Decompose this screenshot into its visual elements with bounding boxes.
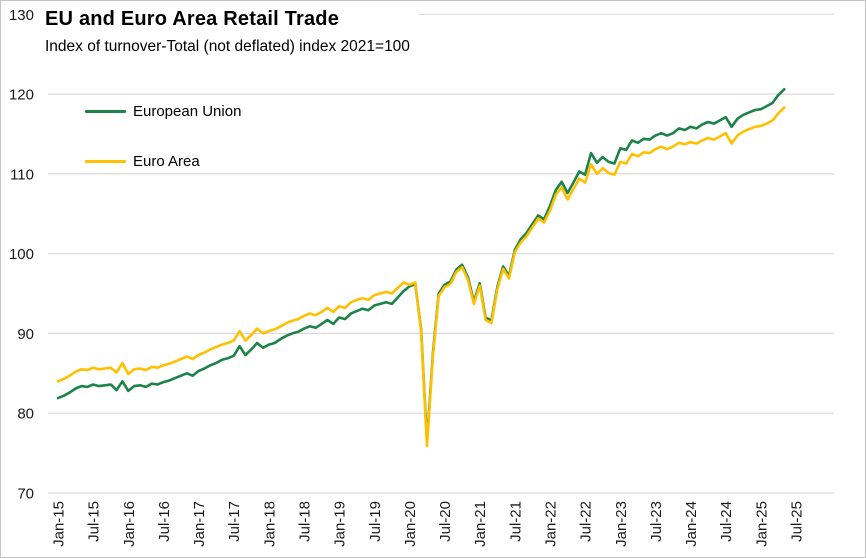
x-axis-label-Jul-18: Jul-18 xyxy=(297,501,314,542)
legend-item-euro-area: Euro Area xyxy=(85,152,241,170)
x-axis-label-Jan-15: Jan-15 xyxy=(51,501,68,547)
chart-subtitle: Index of turnover-Total (not deflated) i… xyxy=(45,38,410,55)
x-axis-label-Jul-20: Jul-20 xyxy=(437,501,454,542)
legend-label-european-union: European Union xyxy=(133,102,242,120)
legend-line-swatch-gold xyxy=(85,159,126,163)
legend-item-european-union: European Union xyxy=(85,102,241,120)
chart-title-block: EU and Euro Area Retail Trade Index of t… xyxy=(45,6,418,60)
x-axis-label-Jan-16: Jan-16 xyxy=(121,501,138,547)
y-axis-label-90: 90 xyxy=(17,326,34,343)
x-axis-label-Jul-24: Jul-24 xyxy=(718,501,735,542)
y-axis-label-110: 110 xyxy=(10,166,34,183)
legend-label-euro-area: Euro Area xyxy=(133,152,200,170)
x-axis-label-Jan-20: Jan-20 xyxy=(402,501,419,547)
y-axis-label-120: 120 xyxy=(9,87,34,104)
x-axis-label-Jul-17: Jul-17 xyxy=(226,501,243,542)
x-axis-label-Jul-23: Jul-23 xyxy=(648,501,665,542)
x-axis-label-Jan-19: Jan-19 xyxy=(332,501,349,547)
x-axis-label-Jan-25: Jan-25 xyxy=(753,501,770,547)
x-axis-label-Jul-19: Jul-19 xyxy=(367,501,384,542)
x-axis-label-Jul-16: Jul-16 xyxy=(156,501,173,542)
x-axis-label-Jan-22: Jan-22 xyxy=(543,501,560,547)
chart-legend: European Union Euro Area xyxy=(85,102,241,170)
x-axis-label-Jan-23: Jan-23 xyxy=(613,501,630,547)
x-axis-label-Jan-24: Jan-24 xyxy=(683,501,700,547)
chart-title: EU and Euro Area Retail Trade xyxy=(45,8,340,30)
x-axis-label-Jul-22: Jul-22 xyxy=(578,501,595,542)
x-axis-label-Jan-18: Jan-18 xyxy=(261,501,278,547)
x-axis-label-Jul-15: Jul-15 xyxy=(86,501,103,542)
series-line-euro-area xyxy=(56,106,786,448)
x-axis-label-Jan-17: Jan-17 xyxy=(191,501,208,547)
x-axis-label-Jul-25: Jul-25 xyxy=(789,501,806,542)
y-axis-label-70: 70 xyxy=(17,486,34,503)
y-axis-label-100: 100 xyxy=(9,246,34,263)
y-axis-label-130: 130 xyxy=(9,7,34,24)
x-axis-label-Jul-21: Jul-21 xyxy=(507,501,524,542)
y-axis-label-80: 80 xyxy=(17,406,34,423)
legend-line-swatch-green xyxy=(85,109,126,113)
x-axis-label-Jan-21: Jan-21 xyxy=(472,501,489,547)
